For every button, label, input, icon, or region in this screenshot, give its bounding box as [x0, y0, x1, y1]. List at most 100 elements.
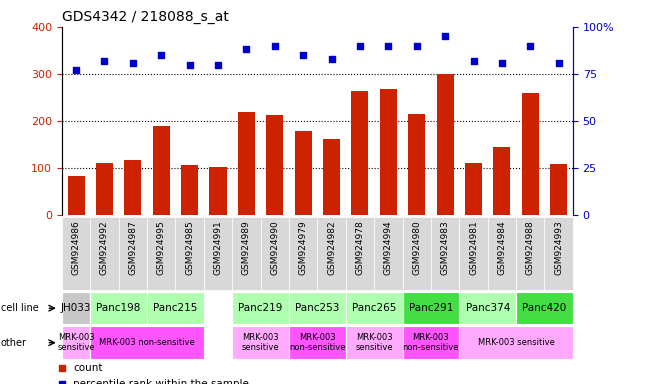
Text: GSM924995: GSM924995 [157, 220, 166, 275]
Bar [323, 139, 340, 215]
Text: JH033: JH033 [61, 303, 91, 313]
Text: GSM924984: GSM924984 [497, 220, 506, 275]
Bar [289, 292, 346, 324]
Text: GSM924986: GSM924986 [72, 220, 81, 275]
Point [468, 58, 478, 64]
Bar [124, 159, 141, 215]
Bar [408, 114, 425, 215]
Bar [181, 165, 198, 215]
Bar [437, 74, 454, 215]
Text: Panc253: Panc253 [295, 303, 340, 313]
Bar [232, 217, 260, 290]
Text: GSM924985: GSM924985 [185, 220, 194, 275]
Bar [460, 326, 573, 359]
Point [156, 52, 167, 58]
Text: GSM924993: GSM924993 [554, 220, 563, 275]
Bar [96, 163, 113, 215]
Point [71, 67, 81, 73]
Bar [68, 176, 85, 215]
Bar [153, 126, 170, 215]
Bar [402, 292, 460, 324]
Bar [204, 217, 232, 290]
Bar [289, 326, 346, 359]
Point [355, 43, 365, 49]
Text: GSM924980: GSM924980 [412, 220, 421, 275]
Bar [488, 217, 516, 290]
Bar [460, 292, 516, 324]
Text: GSM924992: GSM924992 [100, 220, 109, 275]
Text: GSM924982: GSM924982 [327, 220, 336, 275]
Bar [374, 217, 402, 290]
Bar [516, 292, 573, 324]
Point [99, 58, 109, 64]
Text: GSM924994: GSM924994 [384, 220, 393, 275]
Bar [493, 147, 510, 215]
Text: GSM924990: GSM924990 [270, 220, 279, 275]
Text: MRK-003
sensitive: MRK-003 sensitive [242, 333, 279, 353]
Bar [62, 292, 90, 324]
Bar [402, 326, 460, 359]
Text: count: count [73, 363, 103, 373]
Text: Panc374: Panc374 [465, 303, 510, 313]
Text: Panc219: Panc219 [238, 303, 283, 313]
Point [553, 60, 564, 66]
Text: percentile rank within the sample: percentile rank within the sample [73, 379, 249, 384]
Point [270, 43, 280, 49]
Point [298, 52, 309, 58]
Bar [90, 217, 118, 290]
Point [440, 33, 450, 40]
Text: GSM924988: GSM924988 [526, 220, 534, 275]
Bar [516, 217, 544, 290]
Bar [346, 292, 402, 324]
Bar [352, 91, 368, 215]
Bar [90, 326, 204, 359]
Text: MRK-003 non-sensitive: MRK-003 non-sensitive [99, 338, 195, 347]
Bar [147, 292, 204, 324]
Text: Panc198: Panc198 [96, 303, 141, 313]
Bar [346, 326, 402, 359]
Bar [295, 131, 312, 215]
Bar [266, 115, 283, 215]
Bar [210, 167, 227, 215]
Bar [460, 217, 488, 290]
Bar [521, 93, 539, 215]
Point [312, 320, 322, 326]
Bar [238, 112, 255, 215]
Bar [62, 326, 90, 359]
Point [525, 43, 536, 49]
Bar [431, 217, 460, 290]
Bar [550, 164, 567, 215]
Bar [232, 292, 289, 324]
Point [411, 43, 422, 49]
Point [184, 61, 195, 68]
Point [497, 60, 507, 66]
Text: Panc265: Panc265 [352, 303, 396, 313]
Text: GSM924978: GSM924978 [355, 220, 365, 275]
Text: GSM924989: GSM924989 [242, 220, 251, 275]
Text: GSM924979: GSM924979 [299, 220, 308, 275]
Bar [289, 217, 317, 290]
Text: MRK-003
sensitive: MRK-003 sensitive [355, 333, 393, 353]
Point [383, 43, 394, 49]
Point [213, 61, 223, 68]
Text: GDS4342 / 218088_s_at: GDS4342 / 218088_s_at [62, 10, 229, 25]
Bar [544, 217, 573, 290]
Text: GSM924987: GSM924987 [128, 220, 137, 275]
Bar [232, 326, 289, 359]
Point [326, 56, 337, 62]
Point [241, 46, 251, 53]
Text: Panc215: Panc215 [153, 303, 198, 313]
Bar [402, 217, 431, 290]
Bar [317, 217, 346, 290]
Text: cell line: cell line [1, 303, 38, 313]
Text: MRK-003 sensitive: MRK-003 sensitive [478, 338, 555, 347]
Point [312, 176, 322, 182]
Text: MRK-003
sensitive: MRK-003 sensitive [57, 333, 95, 353]
Bar [260, 217, 289, 290]
Text: GSM924981: GSM924981 [469, 220, 478, 275]
Bar [465, 163, 482, 215]
Point [128, 60, 138, 66]
Text: MRK-003
non-sensitive: MRK-003 non-sensitive [403, 333, 459, 353]
Text: MRK-003
non-sensitive: MRK-003 non-sensitive [289, 333, 346, 353]
Text: Panc291: Panc291 [409, 303, 453, 313]
